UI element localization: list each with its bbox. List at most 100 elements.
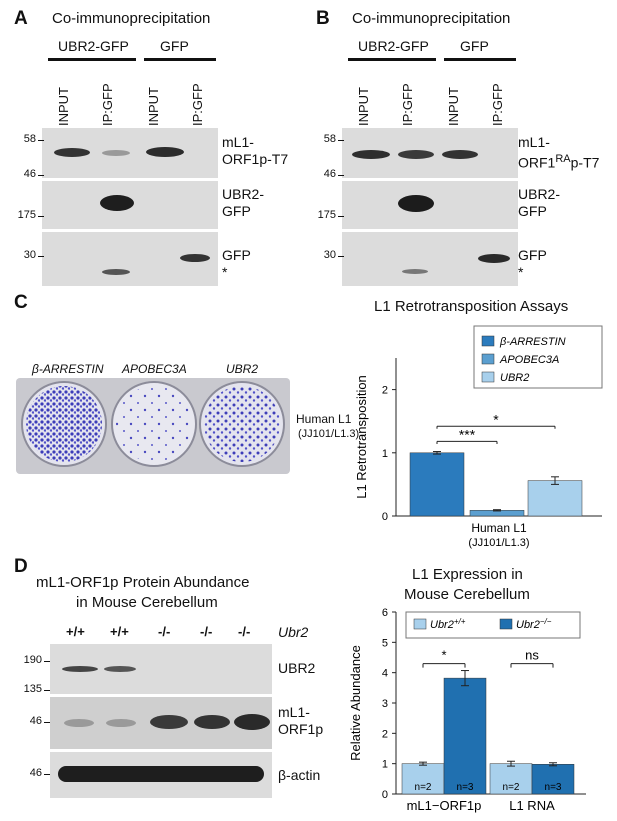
y-tick-label: 2 — [382, 728, 388, 740]
mw-tick — [44, 722, 50, 723]
panel-b-lane-3: INPUT — [446, 87, 461, 126]
legend-box — [473, 325, 603, 389]
gene-label: Ubr2 — [278, 624, 309, 640]
mw-tick — [338, 140, 344, 141]
bar-2 — [527, 480, 583, 517]
y-axis-label: Relative Abundance — [348, 645, 363, 761]
sig-label: ns — [525, 648, 539, 663]
mw-tick — [44, 690, 50, 691]
mw-tick — [338, 256, 344, 257]
x-axis-label: Human L1 — [471, 521, 527, 535]
panel-a-group-bar-2 — [144, 58, 216, 61]
chart-d-title-1: L1 Expression in — [412, 566, 523, 583]
x-axis-label-2: (JJ101/L1.3) — [468, 537, 529, 549]
panel-a-blot-gfp — [42, 232, 218, 286]
sig-label-inner: *** — [459, 427, 476, 443]
panel-b-lane-4: IP:GFP — [490, 83, 505, 126]
bar-0 — [409, 452, 465, 517]
bar-0-0 — [401, 763, 445, 795]
y-tick-label: 0 — [382, 789, 388, 801]
band — [64, 719, 94, 727]
panel-a-lane-3: INPUT — [146, 87, 161, 126]
panel-a-lane-1: INPUT — [56, 87, 71, 126]
label-text: GFP — [222, 203, 251, 219]
label-sup: RA — [555, 153, 571, 165]
mw-marker: 46 — [23, 168, 36, 180]
genotype-1: +/+ — [66, 624, 85, 639]
mw-marker: 175 — [317, 209, 336, 221]
mw-marker: 190 — [23, 654, 42, 666]
mw-tick — [338, 216, 344, 217]
panel-a-blot-ubr2gfp — [42, 181, 218, 229]
panel-a-letter: A — [14, 8, 28, 29]
panel-d-blot-label-1: UBR2 — [278, 660, 316, 676]
panel-a-title: Co-immunoprecipitation — [52, 10, 211, 27]
bar-1-1 — [531, 764, 575, 795]
culture-plate-tray — [16, 378, 290, 474]
panel-d-letter: D — [14, 556, 28, 577]
legend-swatch-0 — [413, 618, 427, 630]
mw-tick — [38, 256, 44, 257]
legend-swatch-1 — [481, 353, 495, 365]
y-tick-label: 1 — [382, 448, 388, 460]
band — [150, 715, 188, 729]
panel-b-lane-2: IP:GFP — [400, 83, 415, 126]
chart-d-svg: 0 1 2 3 4 5 6 Relative Abundance n=2 n=3 mL1−ORF1p… — [348, 607, 586, 813]
plate-side-label-1: Human L1 — [296, 412, 352, 426]
panel-a-blot-label-3: GFP * — [222, 247, 251, 281]
panel-a-group-gfp: GFP — [160, 38, 189, 54]
panel-b-title: Co-immunoprecipitation — [352, 10, 511, 27]
panel-c-letter: C — [14, 292, 28, 313]
mw-marker: 46 — [29, 767, 42, 779]
panel-d-blot-bactin — [50, 752, 272, 798]
panel-b-blot-label-3: GFP * — [518, 247, 547, 281]
label-text: ORF1p-T7 — [222, 151, 289, 167]
panel-d-blot-label-3: β-actin — [278, 767, 321, 783]
band — [194, 715, 230, 729]
x-category-label: mL1−ORF1p — [407, 798, 482, 813]
plate-label-ubr2: UBR2 — [226, 362, 259, 376]
band — [58, 766, 264, 782]
legend-swatch-1 — [499, 618, 513, 630]
n-label: n=2 — [503, 782, 520, 793]
band — [442, 150, 478, 159]
mw-tick — [38, 175, 44, 176]
mw-marker: 30 — [323, 249, 336, 261]
band — [54, 148, 90, 157]
y-tick-label: 3 — [382, 698, 388, 710]
panel-a-blot-orf1p — [42, 128, 218, 178]
label-text: ORF1p — [278, 721, 324, 737]
y-tick-label: 5 — [382, 637, 388, 649]
bar-0-1 — [443, 677, 487, 795]
mw-marker: 46 — [29, 715, 42, 727]
genotype-5: -/- — [238, 624, 251, 639]
mw-tick — [338, 175, 344, 176]
n-label: n=3 — [457, 782, 474, 793]
mw-marker: 58 — [323, 133, 336, 145]
genotype-3: -/- — [158, 624, 171, 639]
plate-label-arrestin: β-ARRESTIN — [32, 362, 104, 376]
panel-b-lane-1: INPUT — [356, 87, 371, 126]
band — [234, 714, 270, 730]
plate-side-label-2: (JJ101/L1.3) — [298, 428, 360, 440]
sig-label: * — [441, 648, 446, 663]
band — [62, 666, 98, 672]
panel-b-group-bar-2 — [444, 58, 516, 61]
y-tick-label: 1 — [382, 759, 388, 771]
mw-tick — [38, 140, 44, 141]
band — [478, 254, 510, 263]
y-tick-label: 6 — [382, 607, 388, 619]
band — [146, 147, 184, 157]
panel-d-blot-title-2: in Mouse Cerebellum — [76, 594, 218, 611]
mw-marker: 46 — [323, 168, 336, 180]
mw-tick — [44, 774, 50, 775]
label-text: GFP — [222, 247, 251, 263]
label-text: mL1- — [222, 134, 254, 150]
n-label: n=3 — [545, 782, 562, 793]
mw-marker: 58 — [23, 133, 36, 145]
panel-d-blot-title-1: mL1-ORF1p Protein Abundance — [36, 574, 250, 591]
chart-c-title: L1 Retrotransposition Assays — [374, 298, 569, 315]
panel-d-blot-orf1p — [50, 697, 272, 749]
n-label: n=2 — [415, 782, 432, 793]
